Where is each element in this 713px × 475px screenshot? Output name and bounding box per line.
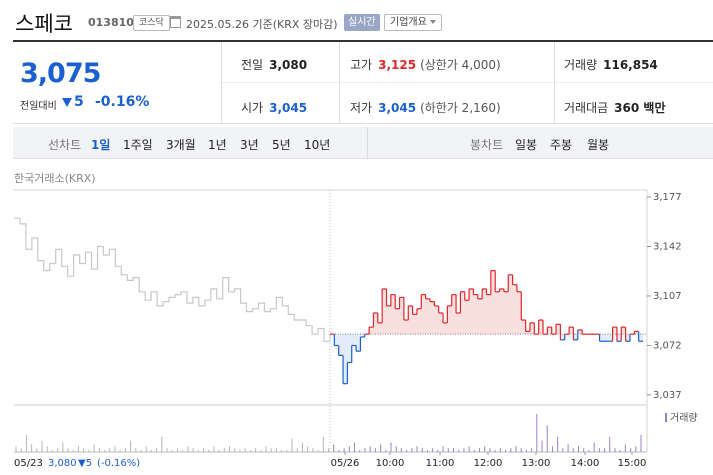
high-label: 고가 [350, 58, 373, 72]
quote-panel: 3,075 전일대비 5 -0.16% 전일 3,080 고가 3,125 (상한가 … [13, 40, 713, 124]
up-area [330, 270, 643, 335]
volume-legend-swatch [665, 413, 667, 422]
exchange-label: 한국거래소(KRX) [14, 172, 96, 185]
stock-header: 스페코 013810 코스닥 2025.05.26 기준(KRX 장마감) 실시… [0, 0, 713, 40]
volume-label: 거래량 [564, 58, 598, 72]
prev-close-label: 전일 [241, 58, 264, 72]
tab-3m[interactable]: 3개월 [166, 138, 196, 152]
prev-close-value: 3,080 [269, 58, 308, 72]
tab-monthly[interactable]: 월봉 [587, 138, 610, 152]
date-info: 2025.05.26 기준(KRX 장마감) [186, 18, 338, 31]
open-value: 3,045 [269, 101, 308, 115]
x-tick-label: 13:00 [522, 458, 551, 469]
low-cell: 저가 3,045 (하한가 2,160) [350, 99, 501, 116]
tab-5y[interactable]: 5년 [272, 138, 291, 152]
divider [339, 42, 340, 124]
tab-1w[interactable]: 1주일 [123, 138, 153, 152]
realtime-button[interactable]: 실시간 [344, 14, 380, 31]
x-tick-label: 10:00 [376, 458, 405, 469]
volume-value: 116,854 [603, 58, 658, 72]
high-value: 3,125 [378, 58, 417, 72]
divider [367, 127, 368, 159]
down-area [330, 334, 643, 384]
trade-value-label: 거래대금 [564, 101, 609, 115]
stock-name: 스페코 [15, 12, 73, 36]
change-label: 전일대비 [20, 101, 57, 112]
down-arrow-icon [62, 98, 72, 107]
footer-price: 3,080 [48, 458, 77, 469]
volume-cell: 거래량 116,854 [564, 56, 658, 73]
divider [554, 42, 555, 124]
high-cell: 고가 3,125 (상한가 4,000) [350, 56, 501, 73]
current-price: 3,075 [20, 58, 101, 89]
prev-day-line [14, 217, 331, 342]
tab-10y[interactable]: 10년 [304, 138, 331, 152]
tab-1d[interactable]: 1일 [91, 138, 111, 152]
tab-daily[interactable]: 일봉 [515, 138, 538, 152]
stock-code: 013810 [88, 16, 134, 29]
trade-value-cell: 거래대금 360 백만 [564, 99, 665, 116]
calendar-icon [170, 16, 181, 28]
open-cell: 시가 3,045 [241, 99, 307, 116]
x-tick-label: 11:00 [426, 458, 455, 469]
x-tick-label: 12:00 [474, 458, 503, 469]
prev-close-cell: 전일 3,080 [241, 56, 307, 73]
divider [222, 82, 713, 83]
tab-3y[interactable]: 3년 [240, 138, 259, 152]
upper-limit: (상한가 4,000) [420, 58, 501, 72]
chevron-down-icon [429, 20, 436, 24]
y-tick-label: 3,072 [653, 341, 682, 352]
trade-value: 360 백만 [614, 101, 666, 115]
low-value: 3,045 [378, 101, 417, 115]
lower-limit: (하한가 2,160) [420, 101, 501, 115]
open-label: 시가 [241, 101, 264, 115]
y-tick-label: 3,037 [653, 390, 682, 401]
chart-tabs-bar: 선차트 1일 1주일 3개월 1년 3년 5년 10년 봉차트 일봉 주봉 월봉 [13, 127, 713, 159]
current-price-panel: 3,075 전일대비 5 -0.16% [13, 42, 222, 124]
candle-chart-label: 봉차트 [470, 138, 504, 152]
x-tick-label: 15:00 [618, 458, 647, 469]
y-tick-label: 3,177 [653, 192, 682, 203]
low-label: 저가 [350, 101, 373, 115]
y-tick-label: 3,142 [653, 242, 682, 253]
footer-change: ▼5 [78, 458, 92, 469]
footer-date: 05/23 [14, 458, 43, 469]
tab-1y[interactable]: 1년 [208, 138, 227, 152]
change-percent: -0.16% [95, 94, 150, 110]
change-value: 5 [74, 94, 84, 110]
line-chart-label: 선차트 [48, 138, 82, 152]
company-info-dropdown[interactable]: 기업개요 [384, 14, 442, 31]
footer-pct: (-0.16%) [97, 458, 140, 469]
x-tick-label: 14:00 [571, 458, 600, 469]
y-tick-label: 3,107 [653, 291, 682, 302]
market-badge: 코스닥 [133, 15, 170, 31]
volume-legend-label: 거래량 [670, 412, 698, 424]
company-info-label: 기업개요 [390, 17, 427, 28]
tab-weekly[interactable]: 주봉 [550, 138, 573, 152]
x-tick-label: 05/26 [331, 458, 360, 469]
